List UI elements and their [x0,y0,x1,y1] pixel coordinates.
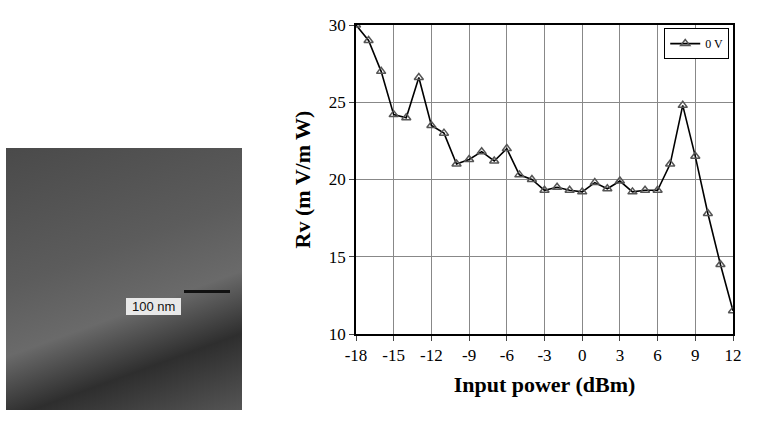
svg-text:-12: -12 [420,346,443,365]
svg-text:-9: -9 [462,346,476,365]
svg-text:15: 15 [329,248,346,267]
svg-text:-6: -6 [500,346,514,365]
svg-text:12: 12 [725,346,742,365]
svg-text:Input power (dBm): Input power (dBm) [454,372,636,397]
svg-text:Rv (m V/m W): Rv (m V/m W) [290,111,315,249]
html-text:100 nm: 100 nm [132,299,176,314]
svg-text:0: 0 [578,346,587,365]
svg-text:-18: -18 [345,346,368,365]
svg-text:30: 30 [329,16,346,35]
svg-text:6: 6 [653,346,662,365]
svg-text:20: 20 [329,170,346,189]
svg-text:10: 10 [329,325,346,344]
svg-text:3: 3 [616,346,625,365]
svg-text:-15: -15 [382,346,405,365]
svg-text:-3: -3 [537,346,551,365]
svg-text:0 V: 0 V [705,37,723,51]
svg-text:9: 9 [691,346,700,365]
svg-text:25: 25 [329,93,346,112]
